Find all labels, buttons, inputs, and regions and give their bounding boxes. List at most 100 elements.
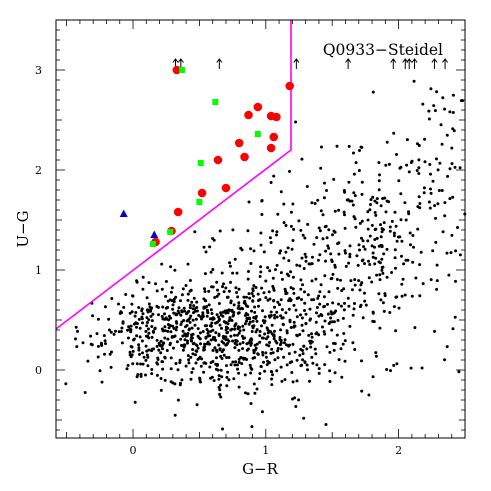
field-object-point: [401, 277, 405, 281]
field-object-point: [194, 317, 198, 321]
field-object-point: [438, 161, 442, 165]
field-object-point: [144, 329, 148, 333]
field-object-point: [173, 334, 177, 338]
field-object-point: [220, 357, 224, 360]
field-object-point: [229, 363, 233, 367]
field-object-point: [343, 359, 347, 363]
field-object-point: [323, 225, 327, 229]
field-object-point: [98, 369, 102, 373]
field-object-point: [355, 254, 359, 258]
field-object-point: [300, 157, 304, 161]
field-object-point: [347, 180, 351, 184]
field-object-point: [360, 180, 364, 184]
x-tick-label: 0: [130, 444, 137, 457]
field-object-point: [325, 189, 328, 192]
field-object-point: [291, 202, 295, 206]
field-object-point: [273, 305, 276, 309]
field-object-point: [252, 249, 256, 253]
field-object-point: [179, 337, 183, 341]
green-square-point: [179, 67, 186, 73]
field-object-point: [217, 302, 221, 305]
field-object-point: [189, 355, 193, 359]
field-object-point: [353, 302, 356, 305]
field-object-point: [435, 90, 439, 94]
field-object-point: [190, 333, 194, 337]
field-object-point: [211, 337, 215, 341]
field-object-point: [202, 245, 206, 249]
field-object-point: [451, 327, 455, 331]
upper-limit-arrow: [442, 58, 449, 69]
field-object-point: [431, 179, 435, 183]
field-object-point: [450, 146, 454, 150]
field-object-point: [171, 307, 175, 311]
field-object-point: [221, 427, 224, 431]
field-object-point: [139, 374, 143, 378]
field-object-point: [341, 316, 345, 320]
field-object-point: [177, 311, 181, 315]
field-object-point: [231, 310, 234, 314]
field-object-point: [264, 355, 268, 359]
field-object-point: [122, 305, 126, 309]
field-object-point: [388, 225, 392, 229]
field-object-point: [380, 227, 384, 231]
field-object-point: [161, 305, 165, 309]
field-object-point: [323, 181, 326, 185]
field-object-point: [257, 377, 261, 381]
field-object-point: [286, 246, 290, 250]
field-object-point: [107, 317, 111, 321]
field-object-point: [141, 351, 144, 355]
field-object-point: [373, 238, 377, 241]
field-object-point: [287, 259, 291, 263]
field-object-point: [207, 303, 211, 307]
field-object-point: [342, 332, 346, 335]
upper-limit-arrow: [411, 58, 418, 69]
field-object-point: [269, 310, 273, 314]
field-object-point: [208, 317, 212, 321]
field-object-point: [215, 294, 219, 298]
field-object-point: [204, 299, 208, 303]
field-object-point: [329, 310, 333, 314]
field-object-point: [326, 302, 329, 306]
field-object-point: [238, 342, 242, 346]
field-object-point: [263, 315, 267, 319]
field-object-point: [169, 367, 173, 371]
field-object-point: [357, 169, 361, 172]
field-object-point: [212, 379, 216, 383]
field-object-point: [231, 339, 235, 343]
field-object-point: [210, 321, 214, 325]
field-object-point: [379, 243, 383, 247]
field-object-point: [233, 257, 237, 261]
field-object-point: [390, 219, 394, 223]
field-object-point: [260, 213, 264, 216]
field-object-point: [289, 210, 293, 214]
field-object-point: [202, 370, 206, 374]
field-object-point: [402, 262, 406, 266]
field-object-point: [290, 247, 294, 251]
field-object-point: [282, 202, 286, 206]
field-object-point: [317, 314, 321, 318]
field-object-point: [176, 398, 180, 402]
field-object-point: [250, 330, 254, 333]
field-object-point: [317, 371, 321, 375]
field-object-point: [197, 336, 201, 340]
field-object-point: [448, 197, 452, 201]
field-object-point: [210, 312, 214, 315]
field-object-point: [373, 211, 377, 214]
field-object-point: [217, 374, 221, 378]
field-object-point: [232, 303, 236, 307]
field-object-point: [364, 303, 368, 307]
field-object-point: [121, 321, 125, 325]
field-object-point: [173, 382, 177, 386]
field-object-point: [236, 367, 240, 371]
field-object-point: [330, 312, 334, 316]
field-object-point: [261, 350, 265, 354]
field-object-point: [323, 363, 327, 367]
field-object-point: [211, 328, 215, 332]
field-object-point: [348, 255, 352, 259]
field-object-point: [266, 331, 270, 335]
field-object-point: [270, 323, 274, 327]
field-object-point: [207, 289, 211, 293]
field-object-point: [303, 361, 307, 364]
field-object-point: [250, 425, 254, 429]
field-object-point: [243, 299, 247, 303]
